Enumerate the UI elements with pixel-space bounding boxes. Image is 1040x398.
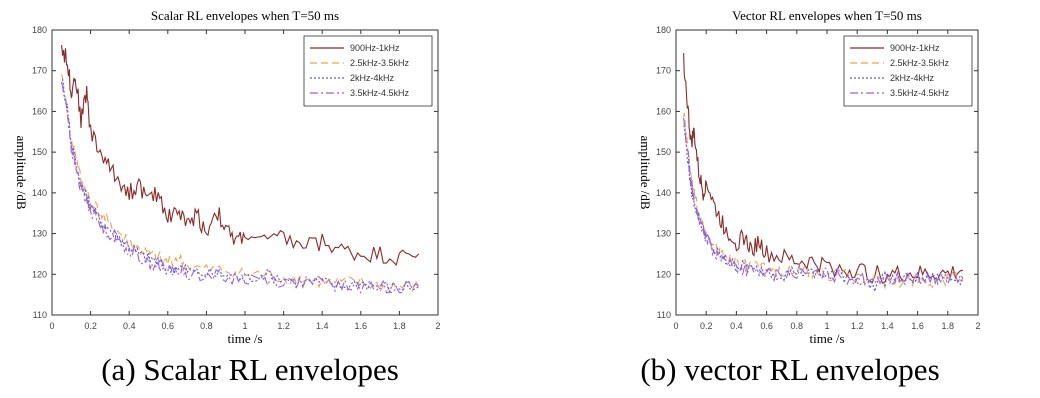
y-tick-label: 180 — [656, 25, 671, 35]
y-axis-label: amplitude /dB — [14, 135, 29, 209]
chart-scalar: Scalar RL envelopes when T=50 ms 0 0.2 0.4 0… — [14, 8, 441, 346]
x-axis-label: time /s — [227, 331, 262, 346]
x-tick-label: 0.2 — [84, 321, 97, 331]
series-line — [61, 83, 420, 295]
y-tick-label: 150 — [32, 147, 47, 157]
legend-label: 2.5kHz-3.5kHz — [350, 58, 410, 68]
x-tick-label: 1.4 — [881, 321, 894, 331]
y-tick-label: 110 — [33, 310, 47, 320]
chart-title: Vector RL envelopes when T=50 ms — [732, 8, 922, 23]
chart-vector: Vector RL envelopes when T=50 ms 0 0.2 0.4 0… — [638, 8, 981, 346]
y-tick-label: 130 — [656, 229, 671, 239]
legend-label: 900Hz-1kHz — [890, 43, 940, 53]
series-line — [61, 74, 420, 293]
series-group — [61, 45, 420, 295]
legend-label: 3.5kHz-4.5kHz — [350, 88, 410, 98]
x-tick-label: 1.4 — [316, 321, 329, 331]
series-line — [61, 45, 420, 266]
caption-vector: (b) vector RL envelopes — [640, 352, 940, 387]
caption-scalar: (a) Scalar RL envelopes — [101, 352, 399, 387]
y-tick-label: 140 — [656, 188, 671, 198]
legend-label: 2.5kHz-3.5kHz — [890, 58, 950, 68]
y-tick-label: 180 — [32, 25, 47, 35]
x-tick-label: 2 — [975, 321, 980, 331]
legend-label: 2kHz-4kHz — [350, 73, 395, 83]
series-group — [683, 53, 964, 294]
x-tick-label: 2 — [435, 321, 440, 331]
y-tick-label: 110 — [657, 310, 671, 320]
series-line — [683, 117, 964, 287]
y-tick-label: 160 — [32, 106, 47, 116]
x-tick-label: 0.2 — [700, 321, 713, 331]
legend-label: 900Hz-1kHz — [350, 43, 400, 53]
legend-label: 3.5kHz-4.5kHz — [890, 88, 950, 98]
x-tick-label: 0.8 — [791, 321, 804, 331]
x-tick-label: 0 — [673, 321, 678, 331]
series-line — [683, 125, 964, 294]
y-axis-label: amplitude /dB — [638, 135, 653, 209]
panel-scalar: Scalar RL envelopes when T=50 ms 0 0.2 0.4 0… — [0, 0, 500, 398]
x-tick-label: 1.6 — [355, 321, 368, 331]
x-tick-label: 0 — [49, 321, 54, 331]
series-line — [61, 79, 420, 294]
panel-vector: Vector RL envelopes when T=50 ms 0 0.2 0.4 0… — [540, 0, 1040, 398]
x-tick-label: 0.6 — [760, 321, 773, 331]
x-tick-label: 1.6 — [911, 321, 924, 331]
y-tick-label: 160 — [656, 106, 671, 116]
x-tick-label: 1.2 — [851, 321, 864, 331]
x-tick-label: 1.8 — [393, 321, 406, 331]
y-tick-label: 170 — [32, 66, 47, 76]
x-tick-label: 0.6 — [162, 321, 175, 331]
y-tick-label: 140 — [32, 188, 47, 198]
legend: 900Hz-1kHz 2.5kHz-3.5kHz 2kHz-4kHz 3.5kHz-4… — [843, 35, 973, 107]
x-tick-label: 0.8 — [200, 321, 213, 331]
x-tick-label: 0.4 — [730, 321, 743, 331]
x-tick-label: 1.8 — [942, 321, 955, 331]
chart-title: Scalar RL envelopes when T=50 ms — [151, 8, 339, 23]
x-tick-label: 1 — [242, 321, 247, 331]
y-tick-label: 120 — [656, 269, 671, 279]
x-axis-label: time /s — [809, 331, 844, 346]
y-tick-label: 150 — [656, 147, 671, 157]
legend: 900Hz-1kHz 2.5kHz-3.5kHz 2kHz-4kHz 3.5kHz-4… — [303, 35, 433, 107]
x-tick-label: 0.4 — [123, 321, 136, 331]
y-tick-label: 170 — [656, 66, 671, 76]
x-tick-label: 1.2 — [277, 321, 290, 331]
legend-label: 2kHz-4kHz — [890, 73, 935, 83]
x-tick-label: 1 — [824, 321, 829, 331]
y-tick-label: 120 — [32, 269, 47, 279]
series-line — [683, 53, 964, 284]
y-tick-label: 130 — [32, 229, 47, 239]
